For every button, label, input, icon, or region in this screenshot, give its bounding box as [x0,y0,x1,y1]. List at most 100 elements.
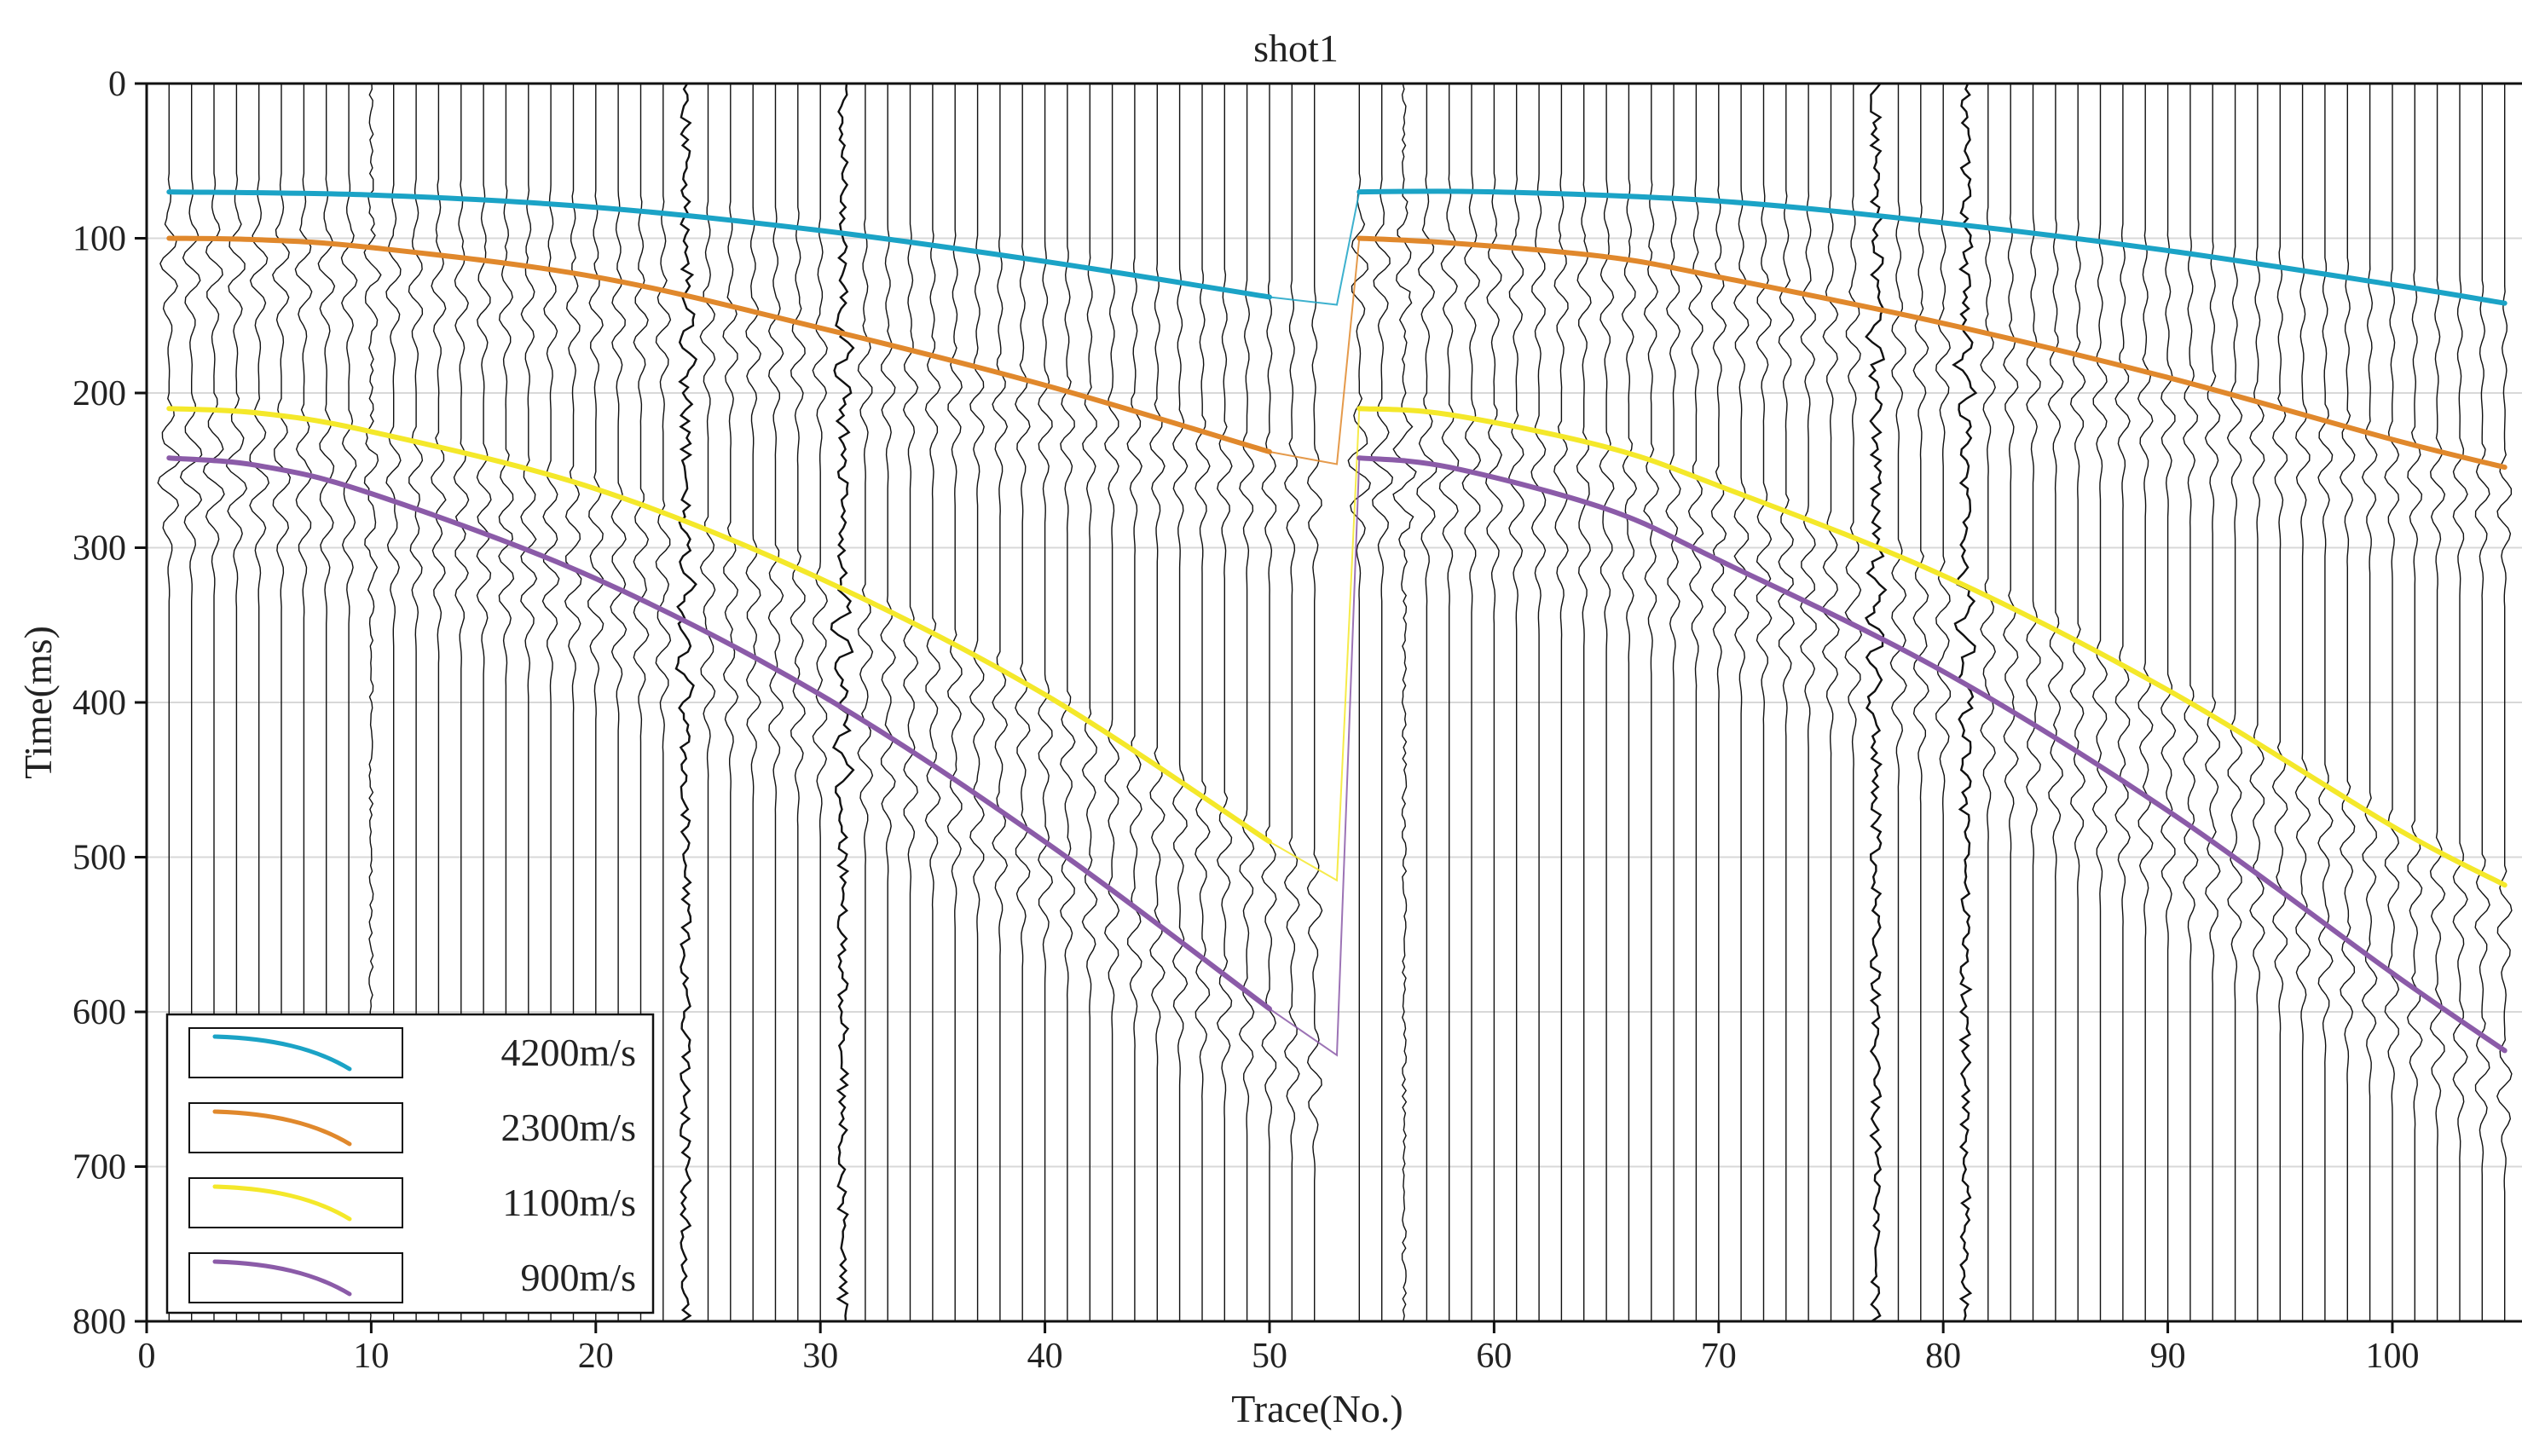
series-line-left [166,455,1272,1012]
seismic-trace [674,83,698,1323]
seismic-trace [946,84,963,1321]
x-tick-label: 70 [1701,1337,1737,1376]
seismic-trace [2047,84,2064,1321]
seismic-trace [1821,84,1840,1321]
series-line-right [1356,188,2508,306]
seismic-trace [1599,84,1615,1321]
y-tick-label: 200 [72,374,126,413]
seismic-trace [2114,84,2131,1321]
seismic-trace [1800,84,1817,1321]
seismic-trace [1261,84,1277,1321]
x-axis-title: Trace(No.) [1231,1387,1403,1430]
seismic-trace [1370,84,1394,1321]
seismic-trace [2137,84,2154,1321]
seismic-trace [992,84,1009,1321]
seismic-trace [1553,84,1569,1321]
seismic-trace [1889,84,1907,1321]
x-tick-label: 20 [578,1337,614,1376]
series-line-left [166,406,1272,845]
seismic-trace [969,84,986,1321]
seismic-trace [2160,84,2177,1321]
seismic-trace [1081,84,1098,1321]
seismic-trace [857,84,874,1321]
seismic-trace [880,84,896,1321]
grid-lines [147,237,2522,1168]
seismic-trace [1952,83,1978,1322]
legend-items: 4200m/s 2300m/s 1100m/s 900m/s [188,1027,636,1303]
seismic-trace [1104,84,1120,1321]
seismic-trace [1485,84,1503,1321]
seismic-trace [1416,84,1437,1321]
series-connector [1269,238,1361,465]
seismic-trace [1038,84,1054,1321]
seismic-trace [1347,84,1371,1321]
y-tick-label: 0 [108,65,126,104]
seismic-trace [1756,84,1773,1321]
seismic-trace [699,84,716,1321]
y-tick-label: 600 [72,993,126,1032]
legend-swatch-line [212,1109,352,1147]
seismic-trace [2271,84,2288,1321]
seismic-trace [1621,84,1638,1321]
seismic-trace [767,84,784,1321]
y-tick-label: 400 [72,684,126,723]
x-tick-label: 80 [1925,1337,1961,1376]
seismic-trace [924,84,941,1321]
y-tick-label: 500 [72,839,126,878]
seismic-trace [722,84,739,1321]
seismic-trace [1171,84,1189,1321]
seismic-trace [2361,84,2378,1321]
seismic-trace [1643,84,1660,1321]
seismic-trace [1865,83,1888,1323]
velocity-curves [166,188,2508,1057]
seismic-trace [1438,84,1460,1321]
x-tick-label: 60 [1476,1337,1512,1376]
y-axis-title: Time(ms) [16,626,60,779]
y-tick-label: 100 [72,220,126,259]
x-tick-label: 30 [802,1337,838,1376]
seismic-trace [1060,84,1076,1321]
seismic-trace [2384,84,2400,1321]
seismic-trace [1530,84,1547,1321]
legend-item: 2300m/s [188,1102,636,1153]
seismic-trace [1238,84,1255,1321]
seismic-trace [902,84,919,1321]
seismic-trace [2091,84,2108,1321]
seismic-trace [2339,84,2356,1321]
seismic-trace [1508,84,1525,1321]
seismic-trace [2496,84,2513,1321]
series-line-right [1356,235,2508,471]
seismic-trace [1844,84,1863,1321]
y-axis-ticks: 0 100 200 300 400 500 600 700 800 [72,65,147,1342]
series-connector [1269,408,1361,882]
legend-label: 900m/s [521,1256,636,1299]
seismic-trace [790,84,806,1321]
seismic-trace [1194,84,1211,1321]
seismic-trace [2249,84,2265,1321]
seismic-trace [2026,84,2041,1321]
legend-swatch-line [212,1184,352,1222]
x-tick-label: 10 [353,1337,389,1376]
seismic-trace [2452,84,2468,1321]
seismic-trace [1149,84,1166,1321]
legend: 4200m/s 2300m/s 1100m/s 900m/s [165,1013,655,1314]
seismic-trace [1733,84,1750,1321]
legend-label: 1100m/s [502,1181,636,1224]
legend-item: 900m/s [188,1252,636,1303]
seismic-trace [2204,84,2221,1321]
series-connector [1269,458,1361,1057]
series-line-left [166,235,1272,454]
seismic-trace [1015,84,1031,1321]
y-tick-label: 300 [72,529,126,569]
seismic-trace [1126,84,1142,1321]
series-line-left [166,189,1272,300]
seismic-trace [1912,84,1929,1321]
legend-label: 2300m/s [501,1106,636,1149]
seismic-trace [1461,84,1482,1321]
x-axis-ticks: 0 10 20 30 40 50 60 70 80 90 100 [138,1321,2419,1376]
legend-label: 4200m/s [501,1031,636,1074]
seismic-trace [2474,84,2490,1321]
x-tick-label: 0 [138,1337,156,1376]
seismic-trace [2226,84,2243,1321]
